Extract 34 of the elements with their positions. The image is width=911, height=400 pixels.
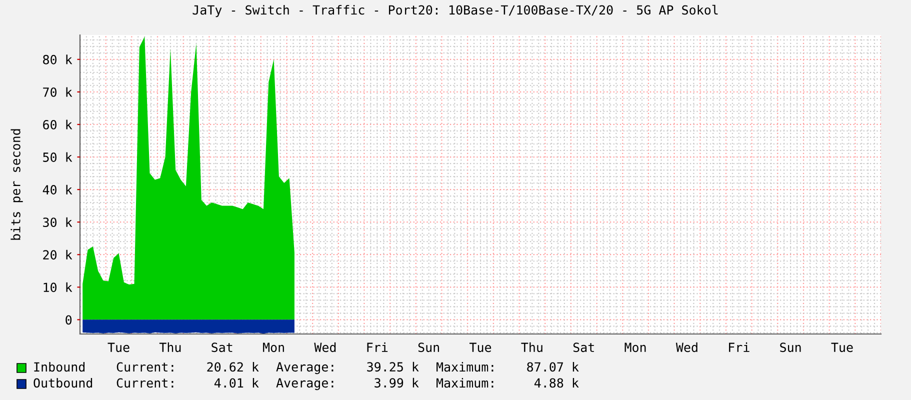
x-tick-label: Wed xyxy=(314,342,336,352)
x-tick-label: Tue xyxy=(108,342,130,352)
y-tick-label: 70 k xyxy=(43,87,72,97)
y-tick-label: 30 k xyxy=(43,217,72,228)
text: Average: 3.99 k xyxy=(276,378,419,390)
y-tick-label: 60 k xyxy=(43,120,72,130)
x-tick-label: Fri xyxy=(729,342,750,352)
text: Average: 39.25 k xyxy=(276,362,419,374)
x-tick-label: Fri xyxy=(367,342,388,352)
x-tick-label: Thu xyxy=(159,342,181,352)
text: Maximum: 87.07 k xyxy=(436,362,579,372)
text: Maximum: 4.88 k xyxy=(436,378,579,388)
x-tick-label: Tue xyxy=(831,342,853,352)
x-tick-label: Thu xyxy=(521,342,542,352)
y-tick-label: 10 k xyxy=(44,282,72,292)
x-tick-label: Wed xyxy=(676,342,698,352)
text: Current: 20.62 k xyxy=(116,362,259,372)
x-tick-label: Sat xyxy=(573,342,594,352)
x-tick-label: Sun xyxy=(418,342,439,352)
y-tick-label: 0 xyxy=(66,315,72,325)
legend-label: Outbound xyxy=(34,378,92,388)
chart-title: JaTy - Switch - Traffic - Port20: 10Base-T/100Base-TX/20 - 5G AP Sokol xyxy=(192,4,718,18)
legend-label: Inbound xyxy=(34,362,85,372)
x-tick-label: Mon xyxy=(624,342,646,352)
x-tick-label: Tue xyxy=(470,342,492,352)
text: Current: 4.01 k xyxy=(116,378,259,388)
y-tick-label: 20 k xyxy=(43,250,72,260)
x-tick-label: Sun xyxy=(780,342,801,352)
y-axis-title: bits per second xyxy=(10,129,23,240)
y-tick-label: 50 k xyxy=(43,152,72,162)
y-tick-label: 80 k xyxy=(43,54,72,64)
x-tick-label: Mon xyxy=(263,342,284,352)
x-tick-label: Sat xyxy=(212,342,232,352)
y-tick-label: 40 k xyxy=(42,184,72,195)
